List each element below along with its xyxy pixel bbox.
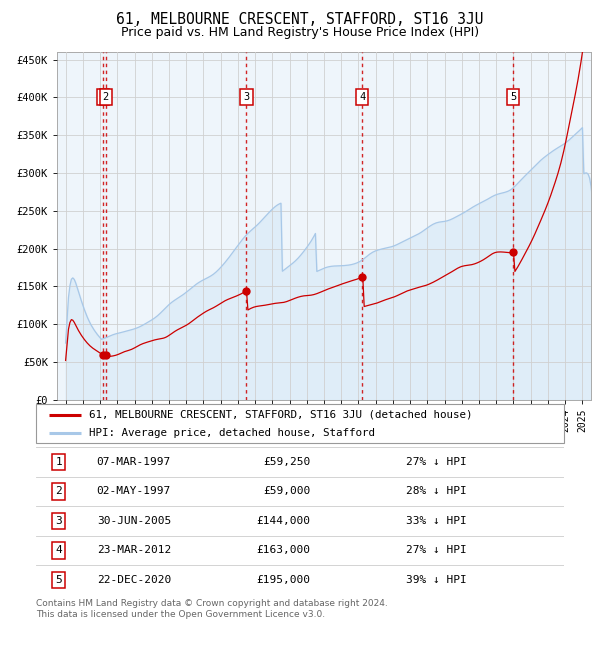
Text: £195,000: £195,000 [257, 575, 311, 585]
Text: HPI: Average price, detached house, Stafford: HPI: Average price, detached house, Staf… [89, 428, 375, 437]
Text: 2: 2 [103, 92, 109, 102]
Text: 61, MELBOURNE CRESCENT, STAFFORD, ST16 3JU (detached house): 61, MELBOURNE CRESCENT, STAFFORD, ST16 3… [89, 410, 472, 420]
Text: 07-MAR-1997: 07-MAR-1997 [97, 457, 171, 467]
Text: £59,000: £59,000 [263, 486, 311, 497]
Text: 27% ↓ HPI: 27% ↓ HPI [406, 457, 466, 467]
Text: 3: 3 [244, 92, 250, 102]
Text: 02-MAY-1997: 02-MAY-1997 [97, 486, 171, 497]
Text: 1: 1 [100, 92, 106, 102]
Text: 39% ↓ HPI: 39% ↓ HPI [406, 575, 466, 585]
Text: 30-JUN-2005: 30-JUN-2005 [97, 516, 171, 526]
Text: 28% ↓ HPI: 28% ↓ HPI [406, 486, 466, 497]
Text: 23-MAR-2012: 23-MAR-2012 [97, 545, 171, 556]
Text: £59,250: £59,250 [263, 457, 311, 467]
FancyBboxPatch shape [36, 404, 564, 443]
Text: 27% ↓ HPI: 27% ↓ HPI [406, 545, 466, 556]
Text: 4: 4 [55, 545, 62, 556]
Text: 22-DEC-2020: 22-DEC-2020 [97, 575, 171, 585]
Text: 5: 5 [510, 92, 516, 102]
Text: 2: 2 [55, 486, 62, 497]
Text: 33% ↓ HPI: 33% ↓ HPI [406, 516, 466, 526]
Text: 4: 4 [359, 92, 365, 102]
Text: 1: 1 [55, 457, 62, 467]
Text: 61, MELBOURNE CRESCENT, STAFFORD, ST16 3JU: 61, MELBOURNE CRESCENT, STAFFORD, ST16 3… [116, 12, 484, 27]
Text: £163,000: £163,000 [257, 545, 311, 556]
Text: £144,000: £144,000 [257, 516, 311, 526]
Text: Price paid vs. HM Land Registry's House Price Index (HPI): Price paid vs. HM Land Registry's House … [121, 26, 479, 39]
Text: 5: 5 [55, 575, 62, 585]
Text: 3: 3 [55, 516, 62, 526]
Text: Contains HM Land Registry data © Crown copyright and database right 2024.
This d: Contains HM Land Registry data © Crown c… [36, 599, 388, 619]
